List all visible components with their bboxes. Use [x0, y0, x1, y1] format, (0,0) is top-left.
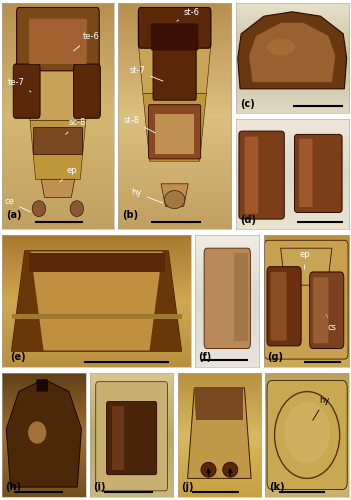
Polygon shape [238, 12, 347, 89]
Text: ce: ce [4, 198, 31, 212]
FancyBboxPatch shape [29, 19, 87, 64]
Text: (h): (h) [6, 482, 21, 492]
FancyBboxPatch shape [264, 240, 348, 359]
Polygon shape [6, 379, 81, 487]
FancyBboxPatch shape [13, 64, 40, 118]
Text: (i): (i) [93, 482, 106, 492]
Text: (d): (d) [240, 214, 256, 224]
FancyBboxPatch shape [153, 46, 196, 100]
Ellipse shape [284, 402, 330, 464]
Text: (g): (g) [267, 352, 283, 362]
FancyBboxPatch shape [148, 104, 201, 159]
FancyBboxPatch shape [267, 266, 301, 346]
Polygon shape [161, 184, 188, 206]
Text: ep: ep [299, 250, 310, 269]
Text: te-7: te-7 [8, 78, 31, 92]
Polygon shape [143, 94, 206, 161]
Text: (f): (f) [198, 352, 211, 362]
Text: hy: hy [132, 188, 163, 203]
Text: hy: hy [313, 396, 330, 420]
Text: (j): (j) [181, 482, 193, 492]
Polygon shape [150, 251, 181, 351]
Ellipse shape [28, 422, 46, 444]
Text: (e): (e) [10, 352, 25, 362]
Polygon shape [194, 388, 243, 420]
Text: te-6: te-6 [73, 32, 99, 51]
Text: st-7: st-7 [129, 66, 163, 81]
FancyBboxPatch shape [310, 272, 344, 348]
Polygon shape [41, 180, 75, 198]
Ellipse shape [164, 190, 185, 208]
Text: (k): (k) [269, 482, 284, 492]
Text: sc-8: sc-8 [66, 118, 86, 134]
Polygon shape [234, 254, 248, 340]
Text: cs: cs [326, 314, 337, 332]
Polygon shape [12, 251, 44, 351]
FancyBboxPatch shape [107, 402, 157, 474]
Ellipse shape [267, 39, 295, 55]
FancyBboxPatch shape [155, 114, 194, 154]
Polygon shape [30, 120, 86, 180]
FancyBboxPatch shape [299, 139, 313, 207]
FancyBboxPatch shape [294, 134, 342, 212]
Text: st-6: st-6 [177, 8, 200, 21]
FancyBboxPatch shape [239, 131, 284, 219]
Ellipse shape [223, 462, 238, 477]
FancyBboxPatch shape [37, 379, 48, 392]
Text: st-8: st-8 [124, 116, 155, 133]
FancyBboxPatch shape [74, 64, 100, 118]
Polygon shape [188, 388, 251, 478]
FancyBboxPatch shape [270, 272, 287, 340]
Ellipse shape [70, 200, 84, 216]
FancyBboxPatch shape [313, 277, 329, 343]
Polygon shape [25, 68, 91, 120]
FancyBboxPatch shape [204, 248, 250, 348]
Polygon shape [138, 44, 211, 94]
Ellipse shape [201, 462, 216, 477]
Text: (c): (c) [240, 98, 255, 108]
Ellipse shape [32, 200, 46, 216]
FancyBboxPatch shape [245, 136, 258, 214]
Bar [112, 406, 124, 470]
Polygon shape [12, 251, 181, 351]
Text: (a): (a) [7, 210, 22, 220]
FancyBboxPatch shape [151, 24, 198, 50]
FancyBboxPatch shape [33, 128, 82, 154]
FancyBboxPatch shape [267, 380, 347, 490]
FancyBboxPatch shape [96, 382, 167, 491]
Text: (b): (b) [122, 210, 139, 220]
FancyBboxPatch shape [28, 254, 165, 272]
Bar [12, 314, 181, 320]
FancyBboxPatch shape [16, 8, 99, 71]
Polygon shape [249, 23, 335, 82]
Text: ep: ep [60, 166, 78, 182]
Polygon shape [281, 248, 332, 285]
FancyBboxPatch shape [138, 8, 211, 48]
